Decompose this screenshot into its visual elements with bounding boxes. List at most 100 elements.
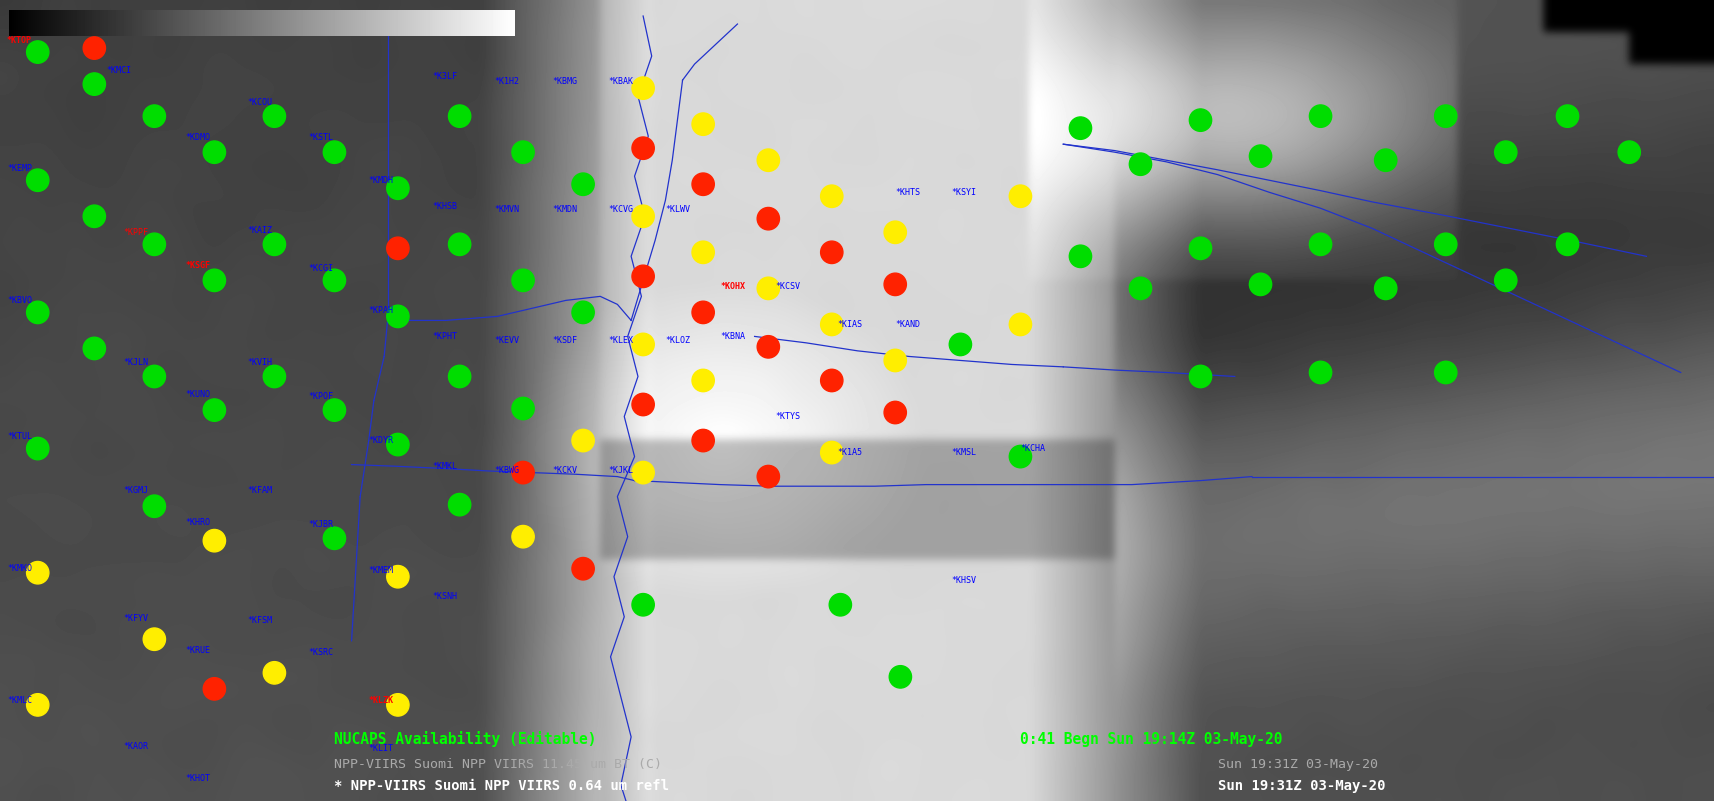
Text: *KSDF: *KSDF: [552, 336, 578, 345]
Ellipse shape: [264, 662, 285, 684]
Text: *KBAK: *KBAK: [608, 77, 634, 87]
Ellipse shape: [819, 313, 843, 336]
Ellipse shape: [512, 269, 535, 292]
Ellipse shape: [449, 493, 470, 516]
Text: *KCHA: *KCHA: [1020, 444, 1046, 453]
Ellipse shape: [756, 336, 780, 358]
Ellipse shape: [84, 37, 106, 59]
Text: *KMCI: *KMCI: [106, 66, 132, 75]
Ellipse shape: [571, 557, 595, 580]
Text: *K1H2: *K1H2: [494, 77, 519, 87]
Text: *KTYS: *KTYS: [775, 412, 800, 421]
Ellipse shape: [1433, 233, 1455, 256]
Ellipse shape: [1070, 245, 1092, 268]
Text: *KCOU: *KCOU: [247, 98, 273, 107]
Ellipse shape: [1309, 233, 1332, 256]
Ellipse shape: [756, 465, 780, 488]
Text: *KMLC: *KMLC: [7, 696, 33, 706]
Ellipse shape: [449, 365, 470, 388]
Text: *KEMP: *KEMP: [7, 163, 33, 173]
Text: NPP-VIIRS Suomi NPP VIIRS 11.45 um BT (C): NPP-VIIRS Suomi NPP VIIRS 11.45 um BT (C…: [334, 758, 662, 771]
Text: *KUNO: *KUNO: [185, 389, 211, 399]
Text: *KMSL: *KMSL: [951, 448, 977, 457]
Text: *KRUE: *KRUE: [185, 646, 211, 655]
Ellipse shape: [631, 205, 655, 227]
Ellipse shape: [1248, 273, 1272, 296]
Ellipse shape: [631, 393, 655, 416]
Text: *KBWG: *KBWG: [494, 466, 519, 476]
Ellipse shape: [449, 233, 470, 256]
Ellipse shape: [884, 273, 907, 296]
Text: *KMKO: *KMKO: [7, 564, 33, 574]
Text: *K3LF: *K3LF: [432, 71, 458, 81]
Text: *KDYR: *KDYR: [369, 436, 394, 445]
Ellipse shape: [1556, 233, 1577, 256]
Ellipse shape: [691, 113, 715, 135]
Text: *KCSV: *KCSV: [775, 282, 800, 292]
Ellipse shape: [691, 241, 715, 264]
Ellipse shape: [512, 397, 535, 420]
Text: *KJBR: *KJBR: [309, 520, 334, 529]
Text: *KVIH: *KVIH: [247, 357, 273, 367]
Text: *KPAH: *KPAH: [369, 306, 394, 316]
Ellipse shape: [631, 594, 655, 616]
Text: 0:41 Begn Sun 19:14Z 03-May-20: 0:41 Begn Sun 19:14Z 03-May-20: [1020, 731, 1282, 747]
Text: *KAOR: *KAOR: [123, 742, 149, 751]
Ellipse shape: [387, 433, 410, 456]
Ellipse shape: [830, 594, 852, 616]
Ellipse shape: [26, 562, 48, 584]
Text: *KGMJ: *KGMJ: [123, 485, 149, 495]
Ellipse shape: [571, 429, 595, 452]
Ellipse shape: [1130, 277, 1152, 300]
Ellipse shape: [142, 105, 165, 127]
Ellipse shape: [387, 177, 410, 199]
Text: *KFYV: *KFYV: [123, 614, 149, 623]
Ellipse shape: [1008, 185, 1030, 207]
Ellipse shape: [26, 301, 48, 324]
Ellipse shape: [884, 221, 907, 244]
Text: *KHOT: *KHOT: [185, 774, 211, 783]
Ellipse shape: [449, 105, 470, 127]
Ellipse shape: [1070, 117, 1092, 139]
Ellipse shape: [512, 141, 535, 163]
Ellipse shape: [264, 365, 285, 388]
Text: *KTOP: *KTOP: [7, 35, 33, 45]
Ellipse shape: [84, 73, 106, 95]
Text: *KFAM: *KFAM: [247, 485, 273, 495]
Ellipse shape: [571, 301, 595, 324]
Ellipse shape: [1190, 109, 1210, 131]
Ellipse shape: [950, 333, 972, 356]
Text: *KLIT: *KLIT: [369, 744, 394, 754]
Ellipse shape: [1190, 365, 1210, 388]
Text: Sun 19:31Z 03-May-20: Sun 19:31Z 03-May-20: [1217, 779, 1385, 793]
Ellipse shape: [819, 185, 843, 207]
Ellipse shape: [1309, 361, 1332, 384]
Text: *KLEX: *KLEX: [608, 336, 634, 345]
Ellipse shape: [1190, 237, 1210, 260]
Ellipse shape: [142, 628, 165, 650]
Ellipse shape: [387, 694, 410, 716]
Text: *KOHX: *KOHX: [720, 282, 746, 292]
Text: *KSTL: *KSTL: [309, 133, 334, 143]
Ellipse shape: [1618, 141, 1639, 163]
Text: *KCGI: *KCGI: [309, 264, 334, 273]
Ellipse shape: [1493, 269, 1517, 292]
Text: *KLZK: *KLZK: [369, 696, 394, 706]
Ellipse shape: [756, 207, 780, 230]
Ellipse shape: [756, 277, 780, 300]
Ellipse shape: [631, 137, 655, 159]
Ellipse shape: [1248, 145, 1272, 167]
Ellipse shape: [631, 333, 655, 356]
Text: *KPHT: *KPHT: [432, 332, 458, 341]
Ellipse shape: [1433, 361, 1455, 384]
Text: *KMKL: *KMKL: [432, 461, 458, 471]
Ellipse shape: [324, 269, 345, 292]
Ellipse shape: [884, 401, 907, 424]
Ellipse shape: [387, 237, 410, 260]
Text: *KBMG: *KBMG: [552, 77, 578, 87]
Ellipse shape: [84, 205, 106, 227]
Ellipse shape: [691, 301, 715, 324]
Ellipse shape: [1433, 105, 1455, 127]
Text: *KSGF: *KSGF: [185, 261, 211, 271]
Text: *KMDH: *KMDH: [369, 175, 394, 185]
